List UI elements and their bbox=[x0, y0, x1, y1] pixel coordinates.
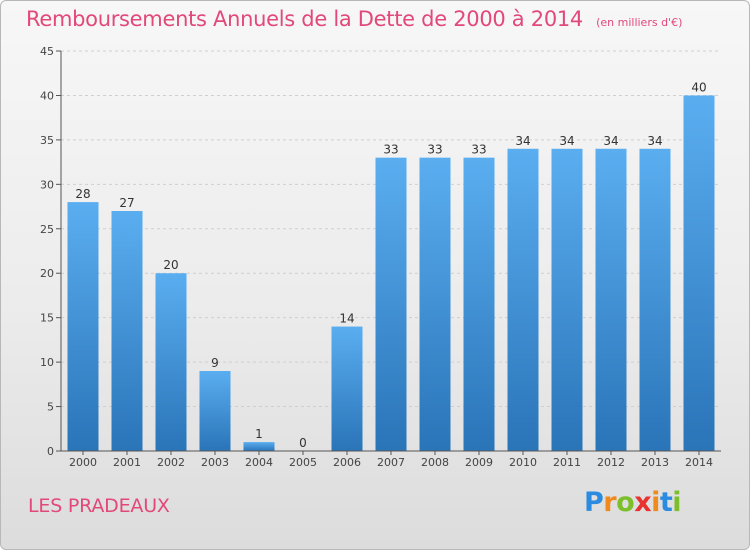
value-label-2001: 27 bbox=[119, 196, 134, 210]
logo-letter: i bbox=[651, 487, 660, 518]
bar-2001 bbox=[111, 211, 143, 451]
bar-2000 bbox=[67, 202, 99, 451]
axes bbox=[56, 50, 721, 455]
y-tick-label: 5 bbox=[47, 401, 54, 414]
bar-2012 bbox=[595, 148, 627, 451]
logo-letter: o bbox=[616, 487, 635, 518]
x-tick-label-2004: 2004 bbox=[245, 456, 273, 469]
bar-2008 bbox=[419, 157, 451, 451]
y-tick-label: 0 bbox=[47, 445, 54, 458]
x-tick-label-2008: 2008 bbox=[421, 456, 449, 469]
chart-unit: (en milliers d'€) bbox=[596, 16, 683, 29]
commune-name: LES PRADEAUX bbox=[28, 495, 170, 517]
logo-letter: t bbox=[659, 487, 673, 518]
x-tick-label-2002: 2002 bbox=[157, 456, 185, 469]
bar-2014 bbox=[683, 95, 715, 451]
bar-2011 bbox=[551, 148, 583, 451]
bar-2004 bbox=[243, 442, 275, 451]
value-label-2007: 33 bbox=[383, 143, 398, 157]
x-tick-label-2011: 2011 bbox=[553, 456, 581, 469]
value-label-2008: 33 bbox=[427, 143, 442, 157]
x-tick-label-2001: 2001 bbox=[113, 456, 141, 469]
y-tick-label: 35 bbox=[40, 134, 54, 147]
bar-2013 bbox=[639, 148, 671, 451]
x-tick-label-2003: 2003 bbox=[201, 456, 229, 469]
y-tick-label: 20 bbox=[40, 267, 54, 280]
x-tick-label-2013: 2013 bbox=[641, 456, 669, 469]
title-row: Remboursements Annuels de la Dette de 20… bbox=[26, 7, 682, 31]
value-label-2010: 34 bbox=[515, 134, 530, 148]
chart-title: Remboursements Annuels de la Dette de 20… bbox=[26, 7, 583, 31]
value-label-2000: 28 bbox=[75, 187, 90, 201]
x-tick-label-2009: 2009 bbox=[465, 456, 493, 469]
value-label-2009: 33 bbox=[471, 143, 486, 157]
y-tick-label: 45 bbox=[40, 45, 54, 58]
y-tick-label: 25 bbox=[40, 223, 54, 236]
x-tick-label-2000: 2000 bbox=[69, 456, 97, 469]
logo-letter: i bbox=[672, 487, 682, 518]
y-tick-label: 15 bbox=[40, 312, 54, 325]
value-label-2004: 1 bbox=[255, 427, 263, 441]
x-tick-label-2014: 2014 bbox=[685, 456, 713, 469]
bar-2006 bbox=[331, 326, 363, 451]
bar-2007 bbox=[375, 157, 407, 451]
value-label-2011: 34 bbox=[559, 134, 574, 148]
logo-letter: r bbox=[603, 487, 617, 518]
bars bbox=[67, 95, 715, 451]
x-tick-label-2007: 2007 bbox=[377, 456, 405, 469]
bar-2010 bbox=[507, 148, 539, 451]
proxiti-logo: Proxiti bbox=[584, 487, 682, 518]
value-label-2012: 34 bbox=[603, 134, 618, 148]
x-tick-label-2012: 2012 bbox=[597, 456, 625, 469]
y-tick-label: 40 bbox=[40, 89, 54, 102]
value-label-2002: 20 bbox=[163, 258, 178, 272]
value-label-2014: 40 bbox=[691, 80, 706, 94]
bar-2003 bbox=[199, 371, 231, 451]
x-tick-label-2005: 2005 bbox=[289, 456, 317, 469]
value-label-2005: 0 bbox=[299, 436, 307, 450]
labels: 0510152025303540452820002720012020029200… bbox=[40, 45, 713, 469]
x-tick-label-2006: 2006 bbox=[333, 456, 361, 469]
logo-letter: P bbox=[584, 487, 604, 518]
y-tick-label: 10 bbox=[40, 356, 54, 369]
value-label-2003: 9 bbox=[211, 356, 219, 370]
bar-2002 bbox=[155, 273, 187, 451]
bar-2009 bbox=[463, 157, 495, 451]
x-tick-label-2010: 2010 bbox=[509, 456, 537, 469]
logo-letter: x bbox=[634, 487, 652, 518]
value-label-2013: 34 bbox=[647, 134, 662, 148]
y-tick-label: 30 bbox=[40, 178, 54, 191]
value-label-2006: 14 bbox=[339, 312, 354, 326]
